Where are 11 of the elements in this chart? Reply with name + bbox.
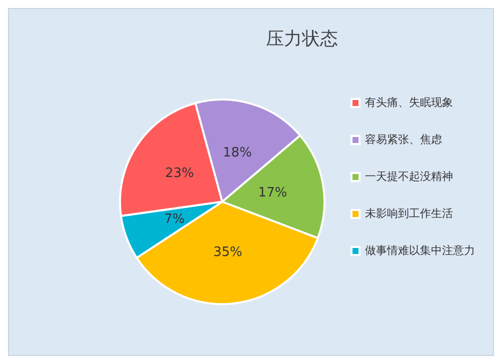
- data-label: 17%: [258, 185, 288, 200]
- legend-label: 做事情难以集中注意力: [365, 244, 475, 257]
- legend-label: 有头痛、失眠现象: [365, 96, 453, 109]
- data-label: 23%: [165, 166, 194, 182]
- legend-label: 容易紧张、焦虑: [365, 132, 442, 146]
- chart-title: 压力状态: [266, 28, 338, 50]
- data-label: 7%: [164, 212, 185, 228]
- legend-label: 一天提不起没精神: [365, 170, 453, 183]
- data-label: 18%: [222, 145, 252, 160]
- legend-label: 未影响到工作生活: [365, 206, 453, 220]
- data-label: 35%: [213, 245, 242, 260]
